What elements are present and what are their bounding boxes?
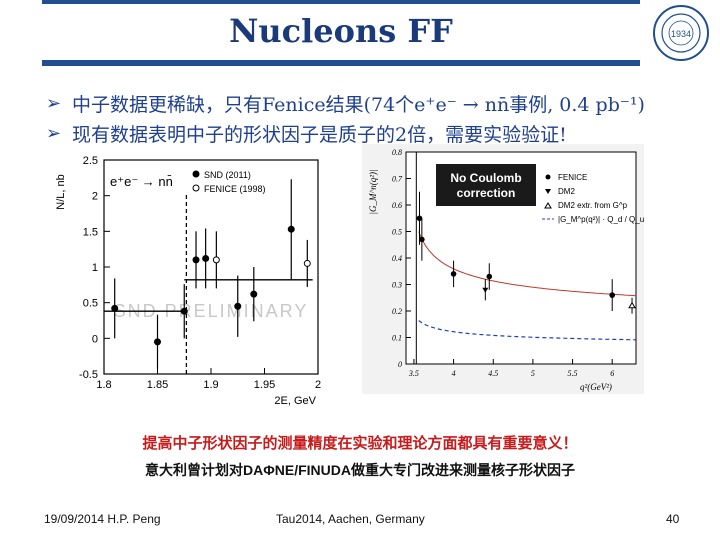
data-point [250, 290, 258, 298]
data-point [154, 338, 161, 346]
data-point [486, 273, 493, 280]
data-point [192, 256, 200, 264]
x-tick-label: 5 [531, 369, 535, 378]
legend-marker [192, 184, 200, 192]
data-point [609, 292, 616, 298]
annotation-text: correction [457, 186, 516, 200]
data-point [303, 259, 311, 267]
bullet-text: 现有数据表明中子的形状因子是质子的2倍，需要实验验证! [72, 123, 567, 146]
legend-marker [192, 170, 200, 178]
y-tick-label: 1.5 [83, 226, 98, 238]
x-tick-label: 3.5 [408, 369, 419, 378]
legend-marker [544, 202, 552, 209]
y-tick-label: 0.1 [392, 334, 402, 343]
x-tick-label: 6 [610, 369, 614, 378]
data-point [450, 271, 457, 277]
bullet-list: ➢ 中子数据更稀缺，只有Fenice结果(74个e⁺e⁻ → nn̄事例, 0.… [46, 88, 706, 148]
x-tick-label: 2 [315, 379, 321, 391]
data-point [212, 256, 220, 264]
caption-importance: 提高中子形状因子的测量精度在实验和理论方面都具有重要意义！ [142, 434, 578, 452]
legend-label: DM2 [558, 187, 575, 196]
data-point [202, 254, 210, 262]
data-point [419, 236, 425, 243]
slide-title: Nucleons FF [229, 12, 453, 50]
y-tick-label: 0.5 [392, 228, 402, 237]
neutron-form-factor-plot: 0 0.1 0.2 0.3 0.4 0.5 0.6 0.7 0.8 3.5 4 4.5 5 5.5 6 q²(… [362, 144, 644, 394]
data-point [416, 215, 423, 222]
x-tick-label: 1.95 [254, 379, 275, 391]
legend-label: FENICE [558, 173, 587, 182]
data-point [482, 287, 489, 293]
x-tick-label: 5.5 [568, 369, 578, 378]
bullet-item: ➢ 现有数据表明中子的形状因子是质子的2倍，需要实验验证! [46, 118, 706, 148]
y-tick-label: 1 [92, 262, 98, 274]
legend-marker [545, 174, 551, 180]
x-tick-label: 1.8 [96, 379, 111, 391]
y-tick-label: 0.5 [83, 298, 98, 310]
x-tick-label: 4 [452, 369, 456, 378]
fit-curve-red [418, 231, 637, 297]
x-axis-label: 2E, GeV [274, 395, 316, 407]
bullet-text: 中子数据更稀缺，只有Fenice结果(74个e⁺e⁻ → nn̄事例, 0.4 … [72, 93, 645, 116]
data-point [234, 302, 242, 310]
legend-label: |G_M^p(q²)| · Q_d / Q_u [558, 215, 644, 224]
data-point [111, 304, 119, 312]
legend-label: DM2 extr. from G^p [558, 201, 628, 210]
process-label: e⁺e⁻ → nn̄ [110, 174, 173, 189]
logo-year: 1934 [671, 29, 691, 39]
x-axis-label: q²(GeV²) [580, 382, 612, 392]
y-tick-label: 0 [92, 333, 98, 345]
y-tick-label: 2 [92, 191, 98, 203]
y-tick-label: 2.5 [83, 155, 98, 167]
bullet-item: ➢ 中子数据更稀缺，只有Fenice结果(74个e⁺e⁻ → nn̄事例, 0.… [46, 88, 706, 118]
footer-page-number: 40 [666, 512, 680, 526]
x-tick-label: 1.9 [203, 379, 218, 391]
y-tick-label: 0 [398, 360, 402, 369]
bullet-arrow-icon: ➢ [46, 122, 62, 144]
title-box [42, 4, 640, 62]
caption-daphne-plan: 意大利曾计划对DAΦNE/FINUDA做重大专门改进来测量核子形状因子 [145, 462, 575, 478]
y-tick-label: 0.6 [392, 201, 402, 210]
y-axis-label: N/L, nb [55, 174, 67, 209]
y-tick-label: 0.4 [392, 254, 402, 263]
fit-curve-dashed [418, 320, 637, 341]
data-point [628, 301, 636, 309]
y-tick-label: -0.5 [79, 369, 98, 381]
y-tick-label: 0.8 [392, 148, 402, 157]
no-coulomb-annotation-box [436, 164, 536, 206]
data-point [180, 307, 188, 315]
y-tick-label: 0.2 [392, 307, 402, 316]
legend-label: SND (2011) [204, 170, 251, 180]
annotation-text: No Coulomb [450, 171, 521, 185]
x-tick-label: 1.85 [147, 379, 168, 391]
university-seal-logo: 1934 [653, 5, 709, 61]
y-axis-label: |G_M^n(q²)| [368, 170, 378, 215]
footer-conference: Tau2014, Aachen, Germany [276, 512, 425, 526]
watermark-text: SND PRELIMINARY [114, 301, 309, 321]
legend-label: FENICE (1998) [204, 184, 266, 194]
snd-nn-cross-section-plot: -0.5 0 0.5 1 1.5 2 2.5 1.8 1.85 1.9 1.95 2 2E, GeV N/… [55, 155, 321, 407]
legend-marker [545, 189, 551, 194]
footer-date-author: 19/09/2014 H.P. Peng [44, 512, 161, 526]
y-tick-label: 0.7 [392, 175, 403, 184]
data-point [287, 225, 295, 233]
y-tick-label: 0.3 [392, 281, 402, 290]
bullet-arrow-icon: ➢ [46, 92, 62, 114]
x-tick-label: 4.5 [488, 369, 498, 378]
